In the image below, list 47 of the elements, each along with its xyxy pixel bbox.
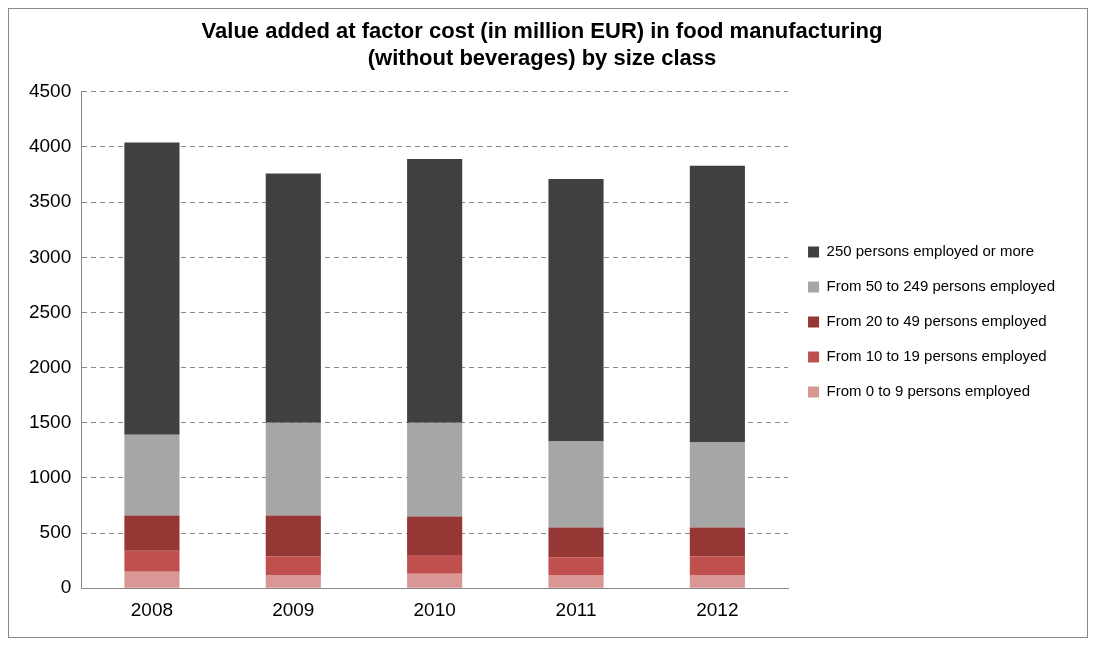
text: (without beverages) by size class [367, 44, 717, 70]
y-tick-label: 0 [60, 576, 72, 598]
bar [407, 516, 463, 556]
bar [407, 573, 463, 588]
bar [265, 515, 321, 557]
y-tick-label: 4500 [28, 80, 72, 102]
bar [548, 178, 604, 442]
y-tick-label: 4000 [28, 135, 72, 157]
x-tick-label: 2010 [413, 598, 456, 620]
bar [689, 556, 745, 575]
y-tick-label: 1000 [28, 466, 72, 488]
bar [265, 574, 321, 588]
y-tick-label: 2000 [28, 355, 72, 377]
y-tick-label: 1500 [28, 410, 72, 432]
bar [124, 515, 180, 551]
bar [689, 442, 745, 528]
bar [407, 555, 463, 574]
bar [407, 422, 463, 517]
x-tick-label: 2008 [130, 598, 174, 620]
bar [548, 557, 604, 575]
bar [548, 527, 604, 558]
bar [265, 422, 321, 516]
bar [265, 556, 321, 575]
bar [124, 571, 180, 588]
bar [689, 574, 745, 588]
bar [124, 142, 180, 435]
y-tick-label: 2500 [28, 300, 72, 322]
x-tick-label: 2011 [555, 598, 597, 620]
legend-label: From 10 to 19 persons employed [826, 347, 1047, 365]
text: Value added at factor cost (in million EUR) in food manufacturing [201, 18, 883, 44]
bar [689, 165, 745, 443]
legend-label: 250 persons employed or more [826, 242, 1035, 260]
y-tick-label: 3500 [28, 190, 72, 212]
legend-label: From 50 to 249 persons employed [826, 277, 1056, 295]
legend-label: From 20 to 49 persons employed [826, 312, 1047, 330]
bar [124, 550, 180, 572]
bar [548, 574, 604, 588]
bar [124, 434, 180, 516]
bar [265, 173, 321, 423]
bar [407, 159, 463, 423]
y-tick-label: 3000 [28, 245, 72, 267]
bar [689, 527, 745, 557]
bar [548, 441, 604, 528]
y-tick-label: 500 [39, 521, 72, 543]
x-tick-label: 2009 [272, 598, 315, 620]
x-tick-label: 2012 [696, 598, 739, 620]
legend-label: From 0 to 9 persons employed [826, 382, 1030, 400]
